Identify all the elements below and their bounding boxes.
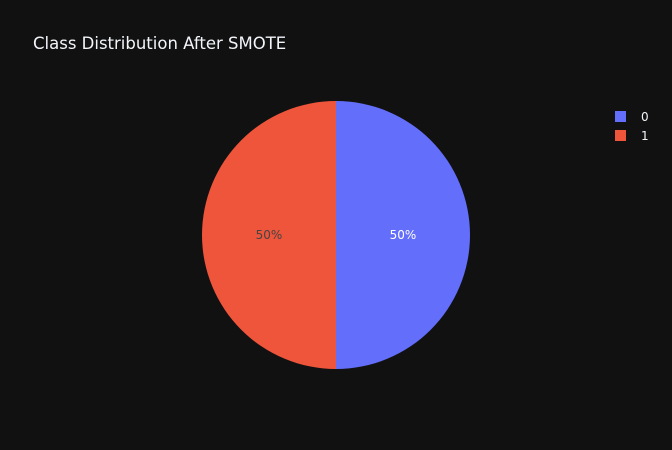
slice-label-0: 50% xyxy=(390,228,417,242)
legend: 0 1 xyxy=(615,107,649,145)
legend-swatch-1 xyxy=(615,130,626,141)
chart-title: Class Distribution After SMOTE xyxy=(33,34,287,53)
legend-item-1[interactable]: 1 xyxy=(615,126,649,145)
legend-label-1: 1 xyxy=(641,128,649,143)
pie-slice-0[interactable] xyxy=(336,101,470,369)
slice-label-1: 50% xyxy=(256,228,283,242)
legend-swatch-0 xyxy=(615,111,626,122)
legend-label-0: 0 xyxy=(641,109,649,124)
pie-slice-1[interactable] xyxy=(202,101,336,369)
legend-item-0[interactable]: 0 xyxy=(615,107,649,126)
